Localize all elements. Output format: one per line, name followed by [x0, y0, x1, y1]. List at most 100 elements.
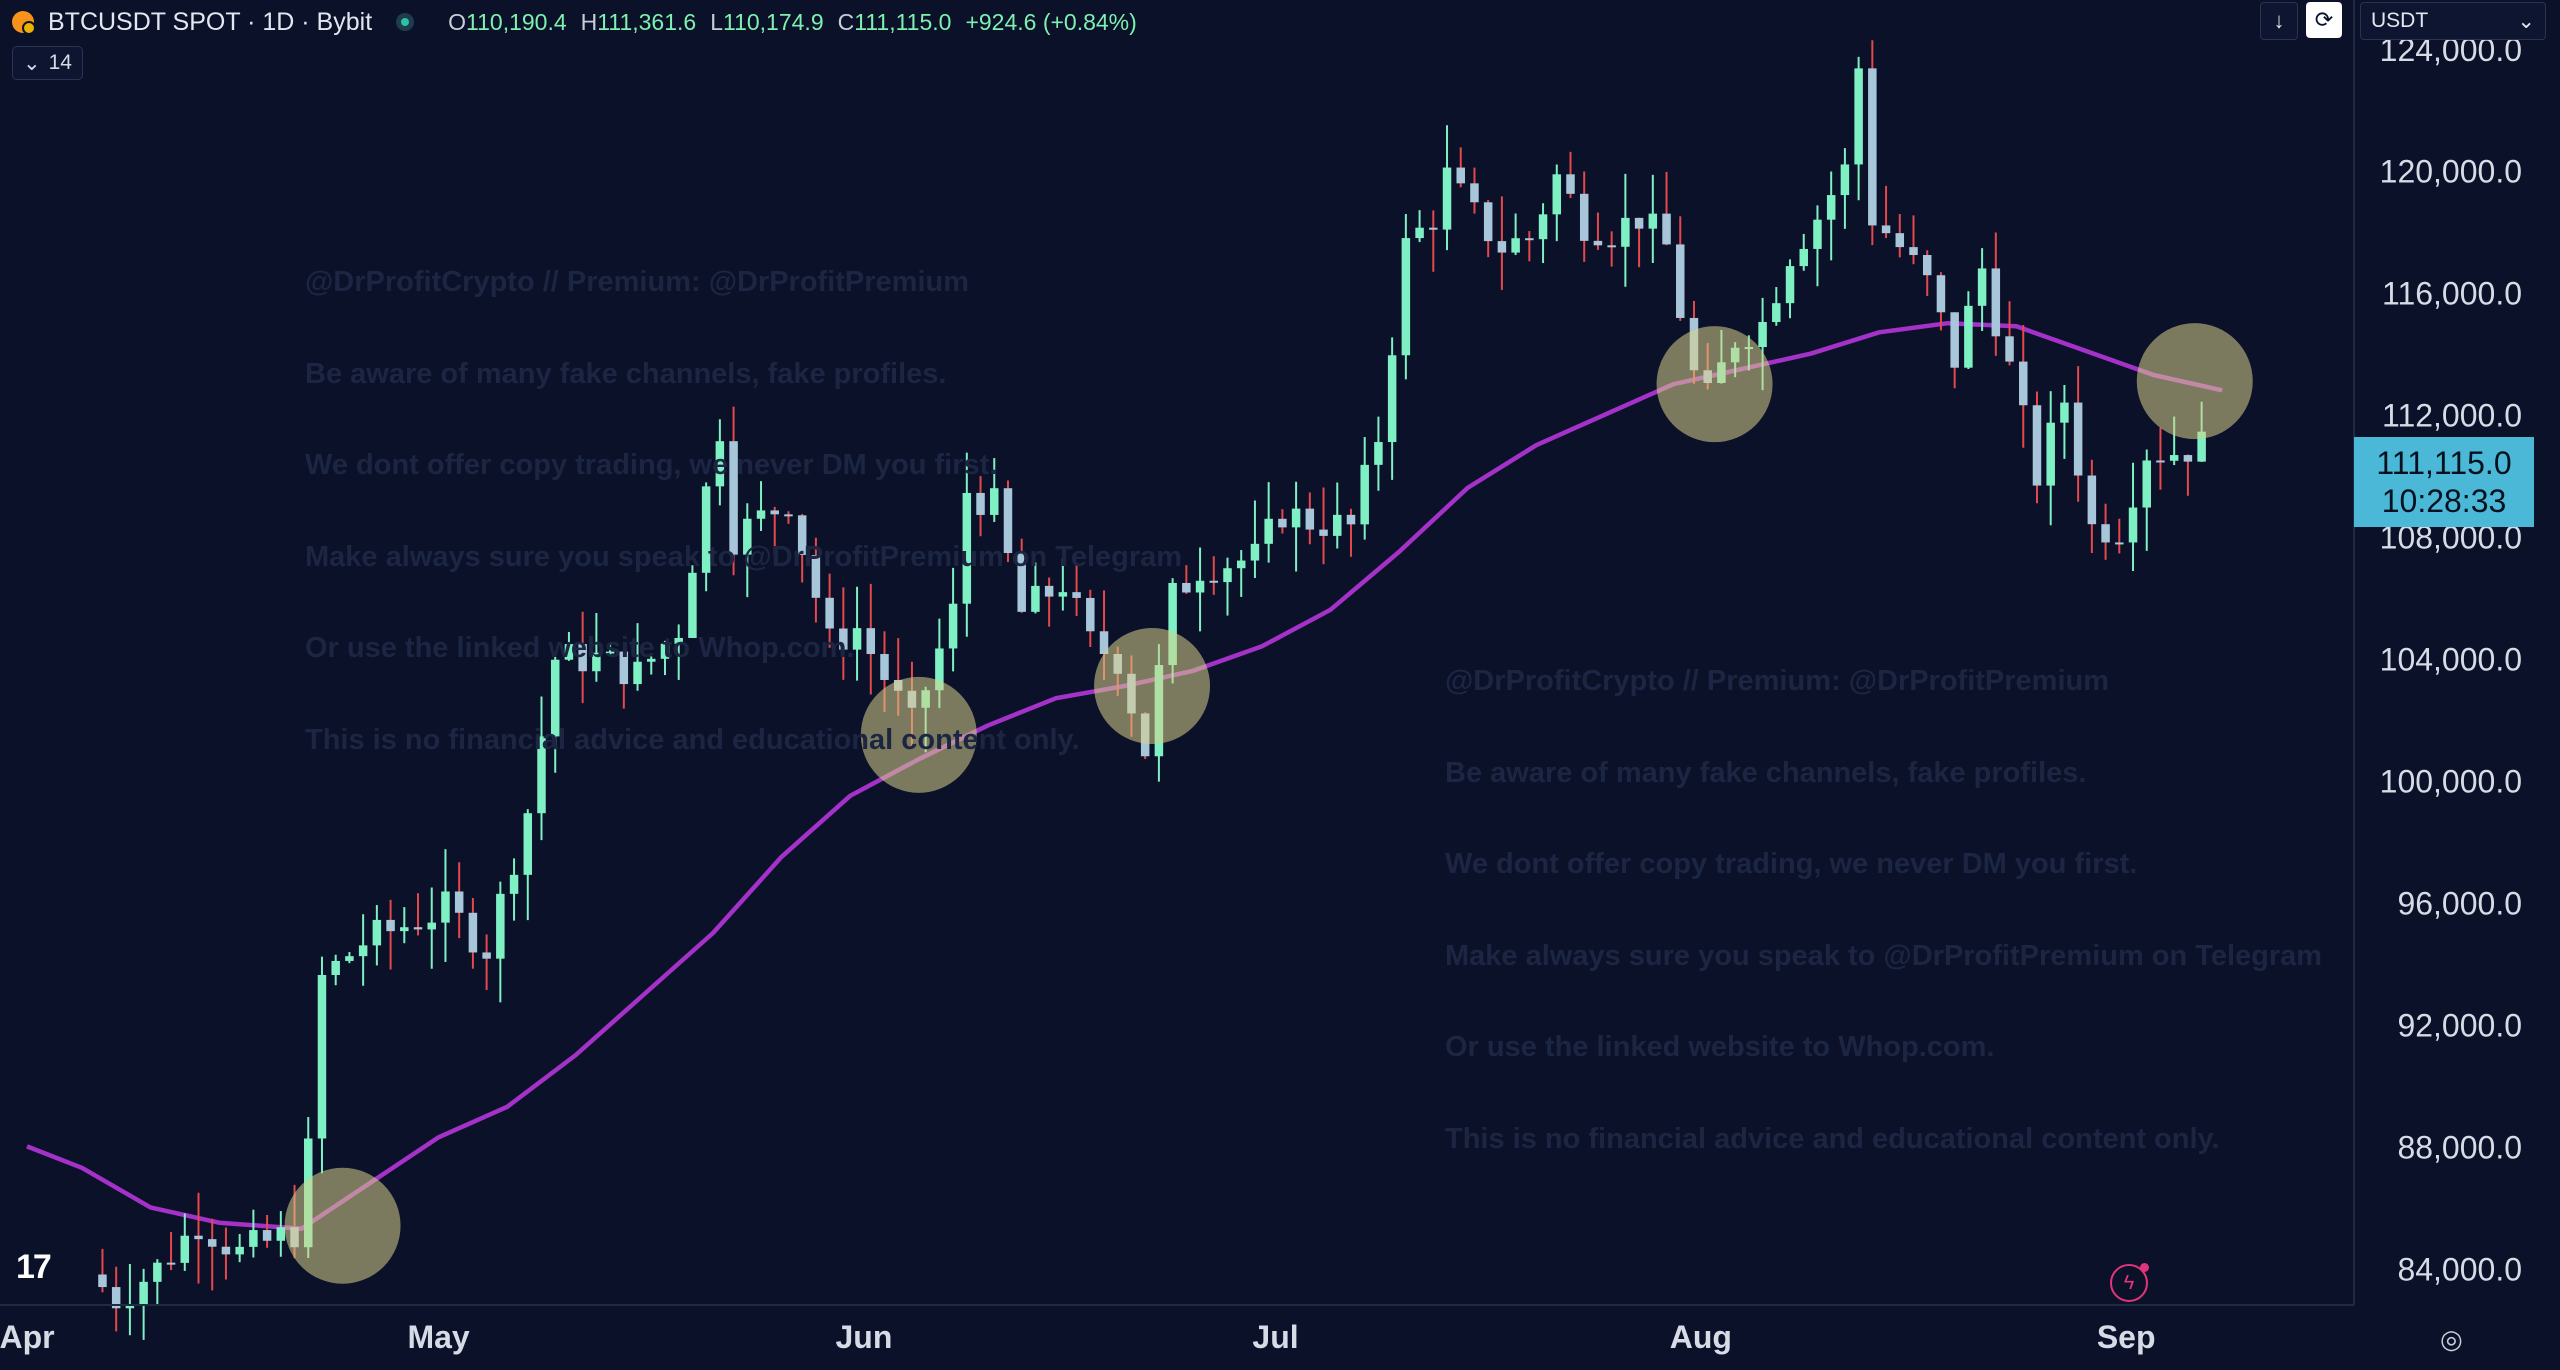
candle [523, 809, 533, 921]
highlight-circle [284, 1167, 401, 1284]
candle [688, 565, 697, 639]
candle [98, 1248, 107, 1293]
candle [2060, 385, 2069, 459]
candle [1552, 164, 1562, 242]
price-tick-label: 112,000.0 [2382, 398, 2522, 434]
watermark-line: Or use the linked website to Whop.com. [1445, 1031, 1995, 1063]
candle [1456, 147, 1465, 188]
bitcoin-icon [12, 11, 36, 35]
candle [839, 587, 848, 680]
candle [866, 583, 876, 695]
settings-icon[interactable]: ◎ [2440, 1324, 2463, 1354]
time-axis[interactable]: Apr May Jun Jul Aug Sep [0, 1319, 2156, 1355]
candle [578, 611, 587, 704]
candle [852, 586, 862, 681]
candle [153, 1259, 162, 1305]
candle [2005, 301, 2014, 366]
candle [111, 1266, 121, 1332]
candle [1182, 565, 1191, 594]
market-status-icon[interactable] [396, 13, 415, 31]
price-tick-label: 84,000.0 [2397, 1251, 2522, 1287]
watermark-line: This is no financial advice and educatio… [1445, 1122, 2220, 1155]
candle [1676, 216, 1685, 321]
price-tick-label: 92,000.0 [2397, 1007, 2522, 1043]
sync-button[interactable]: ⟳ [2306, 2, 2342, 38]
candle [729, 406, 738, 576]
candle [1648, 174, 1658, 264]
tradingview-logo[interactable]: 17 [16, 1248, 52, 1286]
candle [2046, 391, 2055, 526]
candle [592, 612, 601, 682]
candle [2101, 503, 2110, 560]
last-price-label: 111,115.0 10:28:33 [2354, 437, 2534, 527]
candle [496, 881, 505, 1003]
candle [1374, 416, 1383, 491]
watermark-text-top: @DrProfitCrypto // Premium: @DrProfitPre… [305, 206, 1405, 786]
open-label: O [448, 8, 467, 35]
candle [1497, 196, 1507, 290]
candle [1964, 291, 1973, 370]
arrow-down-icon: ↓ [2273, 8, 2285, 33]
ohlc-readout: O110,190.4 H111,361.6 L110,174.9 C111,11… [448, 9, 1137, 36]
candle [564, 632, 574, 661]
candle [1442, 125, 1452, 251]
candle [1387, 337, 1397, 480]
candle [1360, 436, 1369, 540]
candle [1840, 148, 1850, 229]
watermark-line: Make always sure you speak to @DrProfitP… [305, 540, 1183, 573]
chart-header: BTCUSDT SPOT · 1D · Bybit O110,190.4 H11… [0, 0, 2352, 44]
watermark-line: This is no financial advice and educatio… [305, 723, 1080, 756]
candle [701, 482, 711, 592]
candle [358, 914, 368, 986]
candle [427, 887, 436, 969]
candle [1977, 248, 1987, 331]
candle [825, 573, 834, 648]
high-label: H [580, 8, 598, 35]
candle [1346, 508, 1356, 557]
download-button[interactable]: ↓ [2260, 2, 2298, 40]
low-label: L [710, 8, 723, 35]
candle [756, 481, 766, 532]
candle [1401, 213, 1411, 380]
candle [1250, 500, 1260, 579]
candle [1429, 210, 1438, 272]
candle [1333, 482, 1342, 549]
candle [1854, 56, 1863, 201]
watermark-text-bottom: @DrProfitCrypto // Premium: @DrProfitPre… [1445, 605, 2353, 1185]
candle [1799, 233, 1808, 271]
candle [605, 643, 615, 655]
candle [660, 640, 670, 676]
candle [1895, 213, 1905, 258]
candle [784, 511, 793, 524]
symbol-title[interactable]: BTCUSDT SPOT · 1D · Bybit [48, 7, 373, 36]
price-tick-label: 104,000.0 [2380, 642, 2522, 678]
candle [990, 458, 999, 522]
candle [509, 858, 519, 921]
candle [249, 1209, 258, 1258]
candle [1209, 556, 1219, 595]
price-tick-label: 88,000.0 [2397, 1129, 2522, 1165]
close-label: C [837, 8, 855, 35]
watermark-line: Be aware of many fake channels, fake pro… [1445, 756, 2087, 789]
candle [619, 650, 629, 709]
currency-select[interactable]: USDT ⌄ [2360, 2, 2546, 40]
candle [180, 1213, 190, 1271]
candle [1264, 482, 1273, 563]
watermark-line: Be aware of many fake channels, fake pro… [305, 357, 947, 390]
candle [1031, 562, 1040, 614]
candle [1593, 212, 1603, 250]
watermark-line: Or use the linked website to Whop.com. [305, 632, 855, 664]
time-tick-label: May [407, 1319, 469, 1355]
indicators-toggle-button[interactable]: ⌄ 14 [12, 46, 83, 80]
candle [948, 567, 958, 672]
high-value: 111,361.6 [597, 8, 697, 35]
price-tick-label: 116,000.0 [2382, 276, 2522, 312]
candle [1950, 312, 1959, 389]
candle [1086, 589, 1095, 648]
candle [400, 907, 409, 944]
price-axis[interactable]: 84,000.0 88,000.0 92,000.0 96,000.0 100,000.… [2380, 32, 2522, 1288]
lightning-icon[interactable]: ϟ [2110, 1263, 2149, 1302]
candle [2156, 427, 2165, 490]
candle [1607, 231, 1616, 267]
candle [1525, 231, 1534, 262]
